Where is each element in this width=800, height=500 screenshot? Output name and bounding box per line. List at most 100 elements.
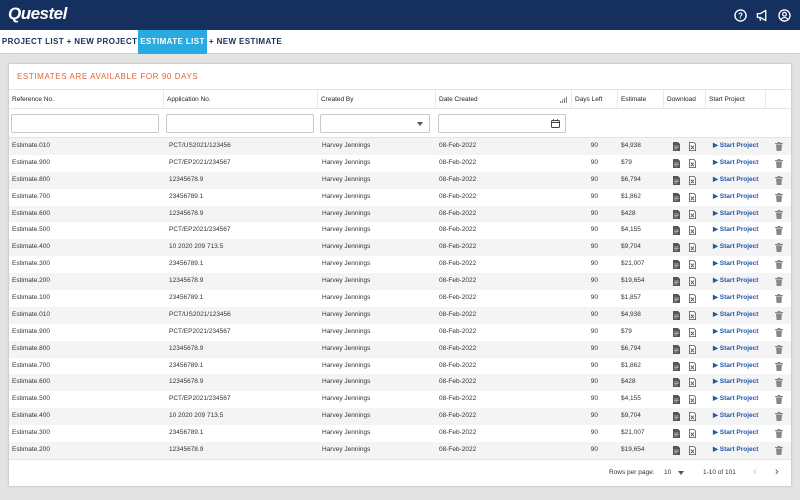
excel-icon[interactable] — [689, 277, 696, 286]
next-page-button[interactable]: › — [775, 466, 779, 478]
pdf-icon[interactable] — [673, 362, 680, 371]
table-row[interactable]: Estimate.30023456789.1Harvey Jennings08-… — [9, 425, 791, 442]
start-project-button[interactable]: ▶ Start Project — [713, 155, 758, 172]
start-project-button[interactable]: ▶ Start Project — [713, 172, 758, 189]
trash-icon[interactable] — [775, 345, 783, 354]
trash-icon[interactable] — [775, 328, 783, 337]
trash-icon[interactable] — [775, 260, 783, 269]
start-project-button[interactable]: ▶ Start Project — [713, 290, 758, 307]
tab-project-list[interactable]: PROJECT LIST — [0, 30, 66, 54]
start-project-button[interactable]: ▶ Start Project — [713, 358, 758, 375]
pdf-icon[interactable] — [673, 260, 680, 269]
table-row[interactable]: Estimate.010PCT/US2021/123456Harvey Jenn… — [9, 138, 791, 155]
tab-estimate-list[interactable]: ESTIMATE LIST — [138, 30, 207, 54]
sort-icon[interactable] — [560, 96, 567, 103]
trash-icon[interactable] — [775, 176, 783, 185]
excel-icon[interactable] — [689, 345, 696, 354]
excel-icon[interactable] — [689, 378, 696, 387]
pdf-icon[interactable] — [673, 210, 680, 219]
start-project-button[interactable]: ▶ Start Project — [713, 391, 758, 408]
trash-icon[interactable] — [775, 429, 783, 438]
trash-icon[interactable] — [775, 311, 783, 320]
col-created-by-header[interactable]: Created By — [318, 90, 436, 109]
start-project-button[interactable]: ▶ Start Project — [713, 256, 758, 273]
tab-new-estimate[interactable]: + NEW ESTIMATE — [207, 30, 284, 54]
table-row[interactable]: Estimate.20012345678.9Harvey Jennings08-… — [9, 273, 791, 290]
help-icon[interactable]: ? — [734, 9, 747, 22]
table-row[interactable]: Estimate.900PCT/EP2021/234567Harvey Jenn… — [9, 155, 791, 172]
created-by-filter-select[interactable] — [320, 114, 430, 133]
excel-icon[interactable] — [689, 362, 696, 371]
table-row[interactable]: Estimate.60012345678.9Harvey Jennings08-… — [9, 374, 791, 391]
pdf-icon[interactable] — [673, 243, 680, 252]
trash-icon[interactable] — [775, 142, 783, 151]
start-project-button[interactable]: ▶ Start Project — [713, 273, 758, 290]
trash-icon[interactable] — [775, 159, 783, 168]
table-row[interactable]: Estimate.40010 2020 209 713.5Harvey Jenn… — [9, 239, 791, 256]
trash-icon[interactable] — [775, 412, 783, 421]
trash-icon[interactable] — [775, 362, 783, 371]
user-icon[interactable] — [778, 9, 791, 22]
trash-icon[interactable] — [775, 226, 783, 235]
start-project-button[interactable]: ▶ Start Project — [713, 206, 758, 223]
table-row[interactable]: Estimate.70023456789.1Harvey Jennings08-… — [9, 358, 791, 375]
table-row[interactable]: Estimate.10023456789.1Harvey Jennings08-… — [9, 290, 791, 307]
excel-icon[interactable] — [689, 210, 696, 219]
prev-page-button[interactable]: ‹ — [753, 466, 757, 478]
pdf-icon[interactable] — [673, 294, 680, 303]
excel-icon[interactable] — [689, 193, 696, 202]
pdf-icon[interactable] — [673, 311, 680, 320]
table-row[interactable]: Estimate.60012345678.9Harvey Jennings08-… — [9, 206, 791, 223]
table-row[interactable]: Estimate.010PCT/US2021/123456Harvey Jenn… — [9, 307, 791, 324]
pdf-icon[interactable] — [673, 176, 680, 185]
table-row[interactable]: Estimate.500PCT/EP2021/234567Harvey Jenn… — [9, 222, 791, 239]
excel-icon[interactable] — [689, 176, 696, 185]
pdf-icon[interactable] — [673, 277, 680, 286]
table-row[interactable]: Estimate.20012345678.9Harvey Jennings08-… — [9, 442, 791, 459]
megaphone-icon[interactable] — [756, 9, 769, 22]
trash-icon[interactable] — [775, 294, 783, 303]
table-row[interactable]: Estimate.80012345678.9Harvey Jennings08-… — [9, 172, 791, 189]
pdf-icon[interactable] — [673, 328, 680, 337]
trash-icon[interactable] — [775, 193, 783, 202]
tab-new-project[interactable]: + NEW PROJECT — [66, 30, 138, 54]
excel-icon[interactable] — [689, 311, 696, 320]
table-row[interactable]: Estimate.500PCT/EP2021/234567Harvey Jenn… — [9, 391, 791, 408]
excel-icon[interactable] — [689, 412, 696, 421]
excel-icon[interactable] — [689, 243, 696, 252]
excel-icon[interactable] — [689, 260, 696, 269]
table-row[interactable]: Estimate.40010 2020 209 713.5Harvey Jenn… — [9, 408, 791, 425]
start-project-button[interactable]: ▶ Start Project — [713, 324, 758, 341]
start-project-button[interactable]: ▶ Start Project — [713, 222, 758, 239]
date-created-filter-input[interactable] — [438, 114, 566, 133]
start-project-button[interactable]: ▶ Start Project — [713, 425, 758, 442]
pdf-icon[interactable] — [673, 412, 680, 421]
application-filter-input[interactable] — [166, 114, 314, 133]
col-estimate-header[interactable]: Estimate — [618, 90, 664, 109]
excel-icon[interactable] — [689, 142, 696, 151]
excel-icon[interactable] — [689, 395, 696, 404]
calendar-icon[interactable] — [551, 119, 560, 128]
start-project-button[interactable]: ▶ Start Project — [713, 442, 758, 459]
excel-icon[interactable] — [689, 159, 696, 168]
pdf-icon[interactable] — [673, 378, 680, 387]
start-project-button[interactable]: ▶ Start Project — [713, 138, 758, 155]
start-project-button[interactable]: ▶ Start Project — [713, 374, 758, 391]
pdf-icon[interactable] — [673, 446, 680, 455]
pdf-icon[interactable] — [673, 159, 680, 168]
pdf-icon[interactable] — [673, 226, 680, 235]
reference-filter-input[interactable] — [11, 114, 159, 133]
pdf-icon[interactable] — [673, 395, 680, 404]
start-project-button[interactable]: ▶ Start Project — [713, 189, 758, 206]
col-reference-header[interactable]: Reference No. — [9, 90, 164, 109]
table-row[interactable]: Estimate.70023456789.1Harvey Jennings08-… — [9, 189, 791, 206]
excel-icon[interactable] — [689, 429, 696, 438]
excel-icon[interactable] — [689, 294, 696, 303]
excel-icon[interactable] — [689, 226, 696, 235]
pdf-icon[interactable] — [673, 193, 680, 202]
excel-icon[interactable] — [689, 446, 696, 455]
trash-icon[interactable] — [775, 210, 783, 219]
rows-per-page-select[interactable]: 10 — [664, 469, 694, 476]
table-row[interactable]: Estimate.900PCT/EP2021/234567Harvey Jenn… — [9, 324, 791, 341]
trash-icon[interactable] — [775, 243, 783, 252]
